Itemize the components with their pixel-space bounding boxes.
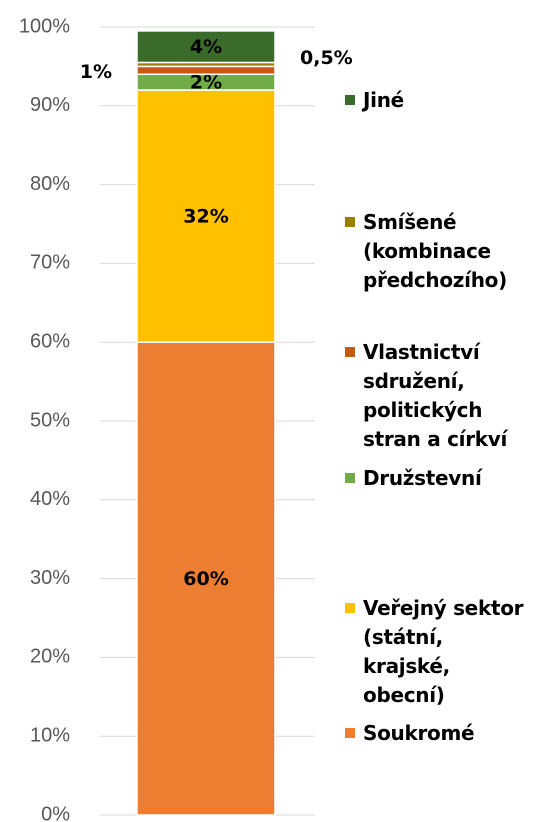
legend-label: Veřejný sektor (státní, krajské, obecní) [363,596,524,707]
y-tick-label: 20% [30,646,70,668]
legend-swatch [345,728,355,738]
legend-label: Jiné [363,88,404,112]
data-label: 32% [183,206,228,228]
y-tick-label: 80% [30,173,70,195]
data-label: 60% [183,568,228,590]
legend-item: Vlastnictví sdružení, politických stran … [345,338,535,454]
legend-label: Soukromé [363,721,475,745]
legend-item: Smíšené (kombinace předchozího) [345,208,535,295]
legend-item: Soukromé [345,719,535,748]
legend-swatch [345,347,355,357]
y-tick-label: 0% [41,803,70,822]
bar-segment [136,30,276,64]
y-tick-label: 100% [19,15,70,37]
legend-item: Družstevní [345,464,535,493]
y-tick-label: 60% [30,330,70,352]
y-tick-label: 70% [30,252,70,274]
y-tick-label: 10% [30,724,70,746]
y-tick-label: 40% [30,488,70,510]
y-tick-label: 50% [30,409,70,431]
legend-label: Družstevní [363,466,482,490]
legend-swatch [345,95,355,105]
bar-segment [136,89,276,343]
legend-swatch [345,603,355,613]
legend-label: Vlastnictví sdružení, politických stran … [363,340,508,451]
y-tick-label: 30% [30,567,70,589]
data-label: 1% [80,61,112,83]
data-label: 0,5% [300,47,353,69]
legend-label: Smíšené (kombinace předchozího) [363,210,507,292]
data-label: 4% [190,36,222,58]
data-label: 2% [190,72,222,94]
bar-segment [136,65,276,76]
legend-swatch [345,217,355,227]
legend-item: Jiné [345,86,535,115]
y-tick-label: 90% [30,94,70,116]
legend-item: Veřejný sektor (státní, krajské, obecní) [345,594,535,710]
bar-segment [136,341,276,816]
legend-swatch [345,473,355,483]
